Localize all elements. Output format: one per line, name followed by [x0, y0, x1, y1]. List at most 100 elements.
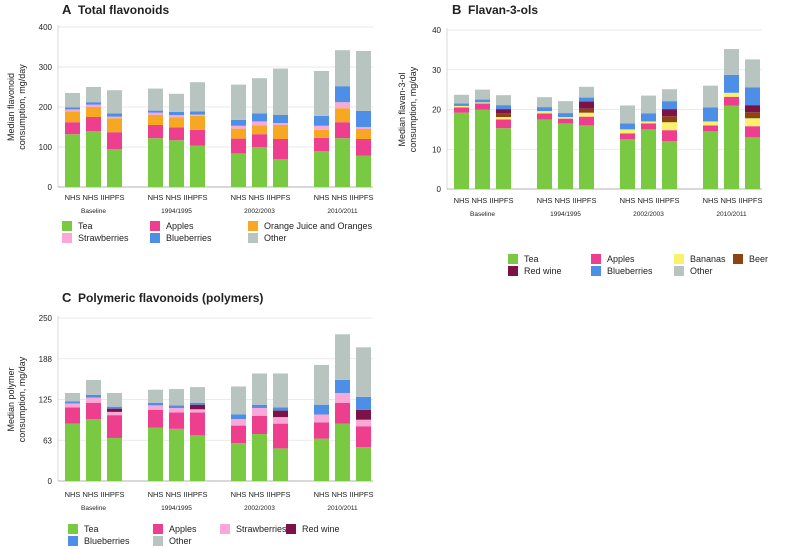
- bar-segment-strawberries: [335, 392, 350, 403]
- y-tick-label: 400: [39, 23, 53, 32]
- bar-segment-apples: [454, 107, 469, 113]
- legend-swatch: [508, 266, 518, 276]
- bar-segment-strawberries: [86, 397, 101, 403]
- bar-segment-other: [273, 68, 288, 115]
- bar-segment-other: [190, 387, 205, 403]
- x-tick-label: HPFS: [187, 490, 207, 499]
- bar-segment-other: [454, 94, 469, 104]
- y-axis-label: consumption, mg/day: [17, 64, 27, 150]
- bar-segment-apples: [475, 103, 490, 110]
- bar-segment-orange-juice-and-oranges: [252, 125, 267, 135]
- bar-segment-orange-juice-and-oranges: [107, 118, 122, 133]
- x-tick-label: NHS II: [248, 490, 270, 499]
- legend-label: Other: [169, 536, 192, 546]
- legend: Tea Apples Strawberries Red wine Blueberries…: [68, 524, 340, 546]
- bar-segment-tea: [86, 131, 101, 187]
- y-tick-label: 40: [432, 26, 441, 35]
- bar-segment-strawberries: [314, 125, 329, 130]
- y-tick-label: 30: [432, 66, 441, 75]
- bar-segment-tea: [356, 447, 371, 481]
- bar-segment-other: [641, 95, 656, 114]
- bar-segment-apples: [662, 130, 677, 142]
- bar-segment-apples: [86, 402, 101, 420]
- bar-segment-tea: [356, 155, 371, 187]
- bar-segment-tea: [148, 138, 163, 187]
- x-tick-label: NHS: [231, 193, 247, 202]
- bar-segment-apples: [724, 96, 739, 106]
- group-label: Baseline: [81, 505, 106, 512]
- bar-segment-blueberries: [148, 110, 163, 113]
- bar-segment-apples: [356, 426, 371, 448]
- bar-segment-tea: [335, 423, 350, 481]
- bar-segment-tea: [724, 105, 739, 189]
- bar-segment-tea: [641, 129, 656, 189]
- bar-segment-apples: [703, 125, 718, 132]
- bar-segment-other: [169, 93, 184, 112]
- y-tick-label: 0: [48, 477, 53, 486]
- x-tick-label: HPFS: [104, 193, 124, 202]
- x-tick-label: NHS II: [248, 193, 270, 202]
- bar-segment-apples: [579, 116, 594, 126]
- bar-segment-blueberries: [65, 107, 80, 110]
- bar-segment-apples: [537, 113, 552, 120]
- bar-segment-blueberries: [745, 87, 760, 106]
- bar-segment-other: [558, 101, 573, 114]
- x-tick-label: HPFS: [576, 196, 596, 205]
- bar-segment-strawberries: [169, 115, 184, 118]
- bar-segment-other: [314, 364, 329, 405]
- bar-segment-bananas: [558, 117, 573, 119]
- bar-segment-strawberries: [273, 123, 288, 125]
- bar-segment-apples: [356, 139, 371, 156]
- legend-swatch: [591, 254, 601, 264]
- y-axis-label: Median polymer: [6, 367, 16, 431]
- bar-segment-blueberries: [252, 113, 267, 122]
- bar-segment-other: [148, 88, 163, 111]
- bar-segment-bananas: [662, 122, 677, 131]
- x-tick-label: NHS: [537, 196, 553, 205]
- bar-segment-tea: [231, 153, 246, 187]
- bar-segment-apples: [148, 409, 163, 428]
- x-tick-label: NHS: [620, 196, 636, 205]
- bar-segment-tea: [190, 435, 205, 481]
- bar-segment-blueberries: [86, 394, 101, 398]
- bar-segment-red-wine: [662, 109, 677, 117]
- bar-segment-strawberries: [314, 414, 329, 423]
- bar-segment-tea: [231, 443, 246, 481]
- y-tick-label: 250: [39, 314, 53, 323]
- bar-segment-strawberries: [252, 121, 267, 126]
- legend-label: Tea: [84, 524, 99, 534]
- bar-segment-apples: [252, 134, 267, 147]
- bar-segment-tea: [537, 119, 552, 189]
- legend-label: Strawberries: [236, 524, 287, 534]
- legend-swatch: [153, 524, 163, 534]
- bar-segment-tea: [335, 138, 350, 187]
- bar-segment-other: [703, 85, 718, 108]
- panel-title: Flavan-3-ols: [468, 3, 538, 17]
- bar-segment-tea: [314, 151, 329, 187]
- bar-segment-other: [252, 78, 267, 114]
- bar-segment-other: [148, 389, 163, 403]
- bar-segment-apples: [65, 122, 80, 135]
- legend-swatch: [508, 254, 518, 264]
- bar-segment-apples: [107, 415, 122, 438]
- y-tick-label: 63: [43, 436, 52, 445]
- bar-segment-strawberries: [65, 403, 80, 408]
- bar-segment-orange-juice-and-oranges: [335, 108, 350, 123]
- bar-segment-other: [107, 90, 122, 114]
- bar-segment-other: [231, 84, 246, 120]
- bar-segment-bananas: [745, 118, 760, 127]
- bar-segment-tea: [169, 428, 184, 481]
- bar-segment-blueberries: [579, 97, 594, 102]
- y-axis-label: Median flavan-3-ol: [397, 72, 407, 146]
- legend-swatch: [153, 536, 163, 546]
- bar-segment-apples: [231, 138, 246, 154]
- bar-segment-strawberries: [356, 127, 371, 129]
- bar-segment-tea: [579, 125, 594, 189]
- bar-segment-red-wine: [190, 404, 205, 410]
- bar-segment-other: [620, 105, 635, 124]
- x-tick-label: NHS II: [331, 490, 353, 499]
- bar-segment-strawberries: [148, 112, 163, 115]
- bar-segment-strawberries: [107, 411, 122, 416]
- bar-segment-tea: [65, 134, 80, 187]
- bar-segment-other: [724, 49, 739, 75]
